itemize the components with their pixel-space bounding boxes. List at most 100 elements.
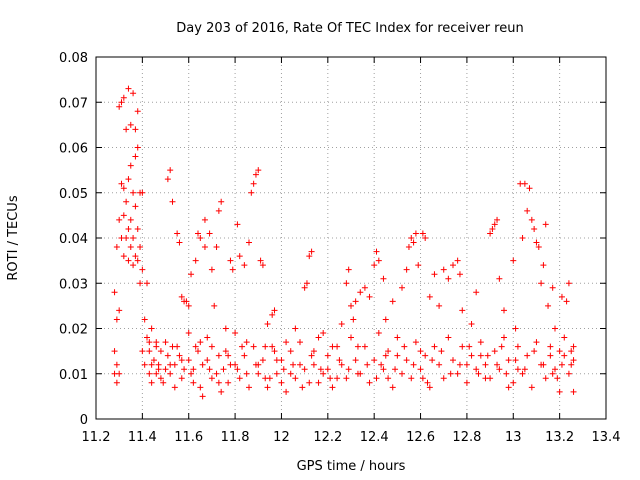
x-axis-label: GPS time / hours [297,459,406,474]
data-point [116,370,123,377]
data-point [380,366,387,373]
data-point [491,221,498,228]
data-point [419,375,426,382]
data-point [141,361,148,368]
data-point [271,307,278,314]
data-point [213,244,220,251]
data-point [264,384,271,391]
data-point [408,375,415,382]
data-point [459,307,466,314]
data-point [227,257,234,264]
data-point [561,352,568,359]
data-point [528,216,535,223]
data-point [547,352,554,359]
data-point [197,339,204,346]
data-point [528,384,535,391]
data-point [252,171,259,178]
data-point [259,357,266,364]
data-point [116,216,123,223]
data-point [521,366,528,373]
data-point [505,357,512,364]
data-point [234,221,241,228]
data-point [412,230,419,237]
data-point [264,320,271,327]
data-point [195,348,201,355]
data-point [150,357,157,364]
data-point [157,375,164,382]
data-point [234,366,241,373]
data-point [192,343,199,350]
data-point [125,85,132,92]
data-point [162,339,169,346]
data-point [389,298,396,305]
data-point [399,370,405,377]
data-point [382,352,389,359]
data-point [236,375,243,382]
data-point [146,348,153,355]
data-point [549,284,556,291]
y-tick-label: 0.03 [59,277,88,292]
data-point [558,361,565,368]
data-point [232,330,239,337]
data-point [552,366,558,373]
data-point [146,339,153,346]
data-point [450,262,456,269]
data-point [167,167,174,174]
data-point [354,343,361,350]
data-point [521,180,528,187]
data-point [475,370,482,377]
data-point [440,266,447,273]
data-point [533,339,540,346]
data-point [334,375,341,382]
data-point [401,343,408,350]
x-tick-label: 12.6 [406,430,435,445]
data-point [424,379,431,386]
y-tick-label: 0.04 [59,232,88,247]
data-point [229,266,236,273]
data-point [111,289,118,296]
data-point [466,343,473,350]
y-tick-label: 0.01 [59,368,88,383]
data-point [399,284,405,291]
data-point [211,302,218,309]
data-point [116,307,123,314]
data-point [512,325,519,332]
data-point [415,262,422,269]
data-point [382,316,389,323]
data-point [306,253,313,260]
data-point [241,352,248,359]
data-point [556,388,563,395]
data-point [181,366,188,373]
data-point [130,235,137,241]
data-point [366,379,373,386]
x-tick-label: 11.2 [82,430,111,445]
data-point [255,167,262,174]
y-tick-label: 0.08 [59,51,88,66]
data-point [403,266,410,273]
data-point [132,203,139,210]
data-point [373,248,380,255]
data-point [208,375,215,382]
data-point [510,257,517,264]
x-tick-label: 12 [273,430,290,445]
data-point [243,339,250,346]
data-point [308,248,315,255]
data-point [487,375,494,382]
data-point [484,352,491,359]
data-point [547,343,554,350]
data-point [542,221,549,228]
data-point [498,343,505,350]
data-point [459,343,466,350]
data-point [297,339,303,346]
data-point [405,244,412,251]
data-point [403,357,410,364]
x-tick-label: 12.8 [452,430,481,445]
data-point [218,198,225,205]
data-point [426,384,433,391]
x-tick-label: 13 [505,430,522,445]
data-point [454,257,461,264]
y-tick-label: 0.06 [59,142,88,157]
data-point [568,348,575,355]
data-point [570,388,577,395]
